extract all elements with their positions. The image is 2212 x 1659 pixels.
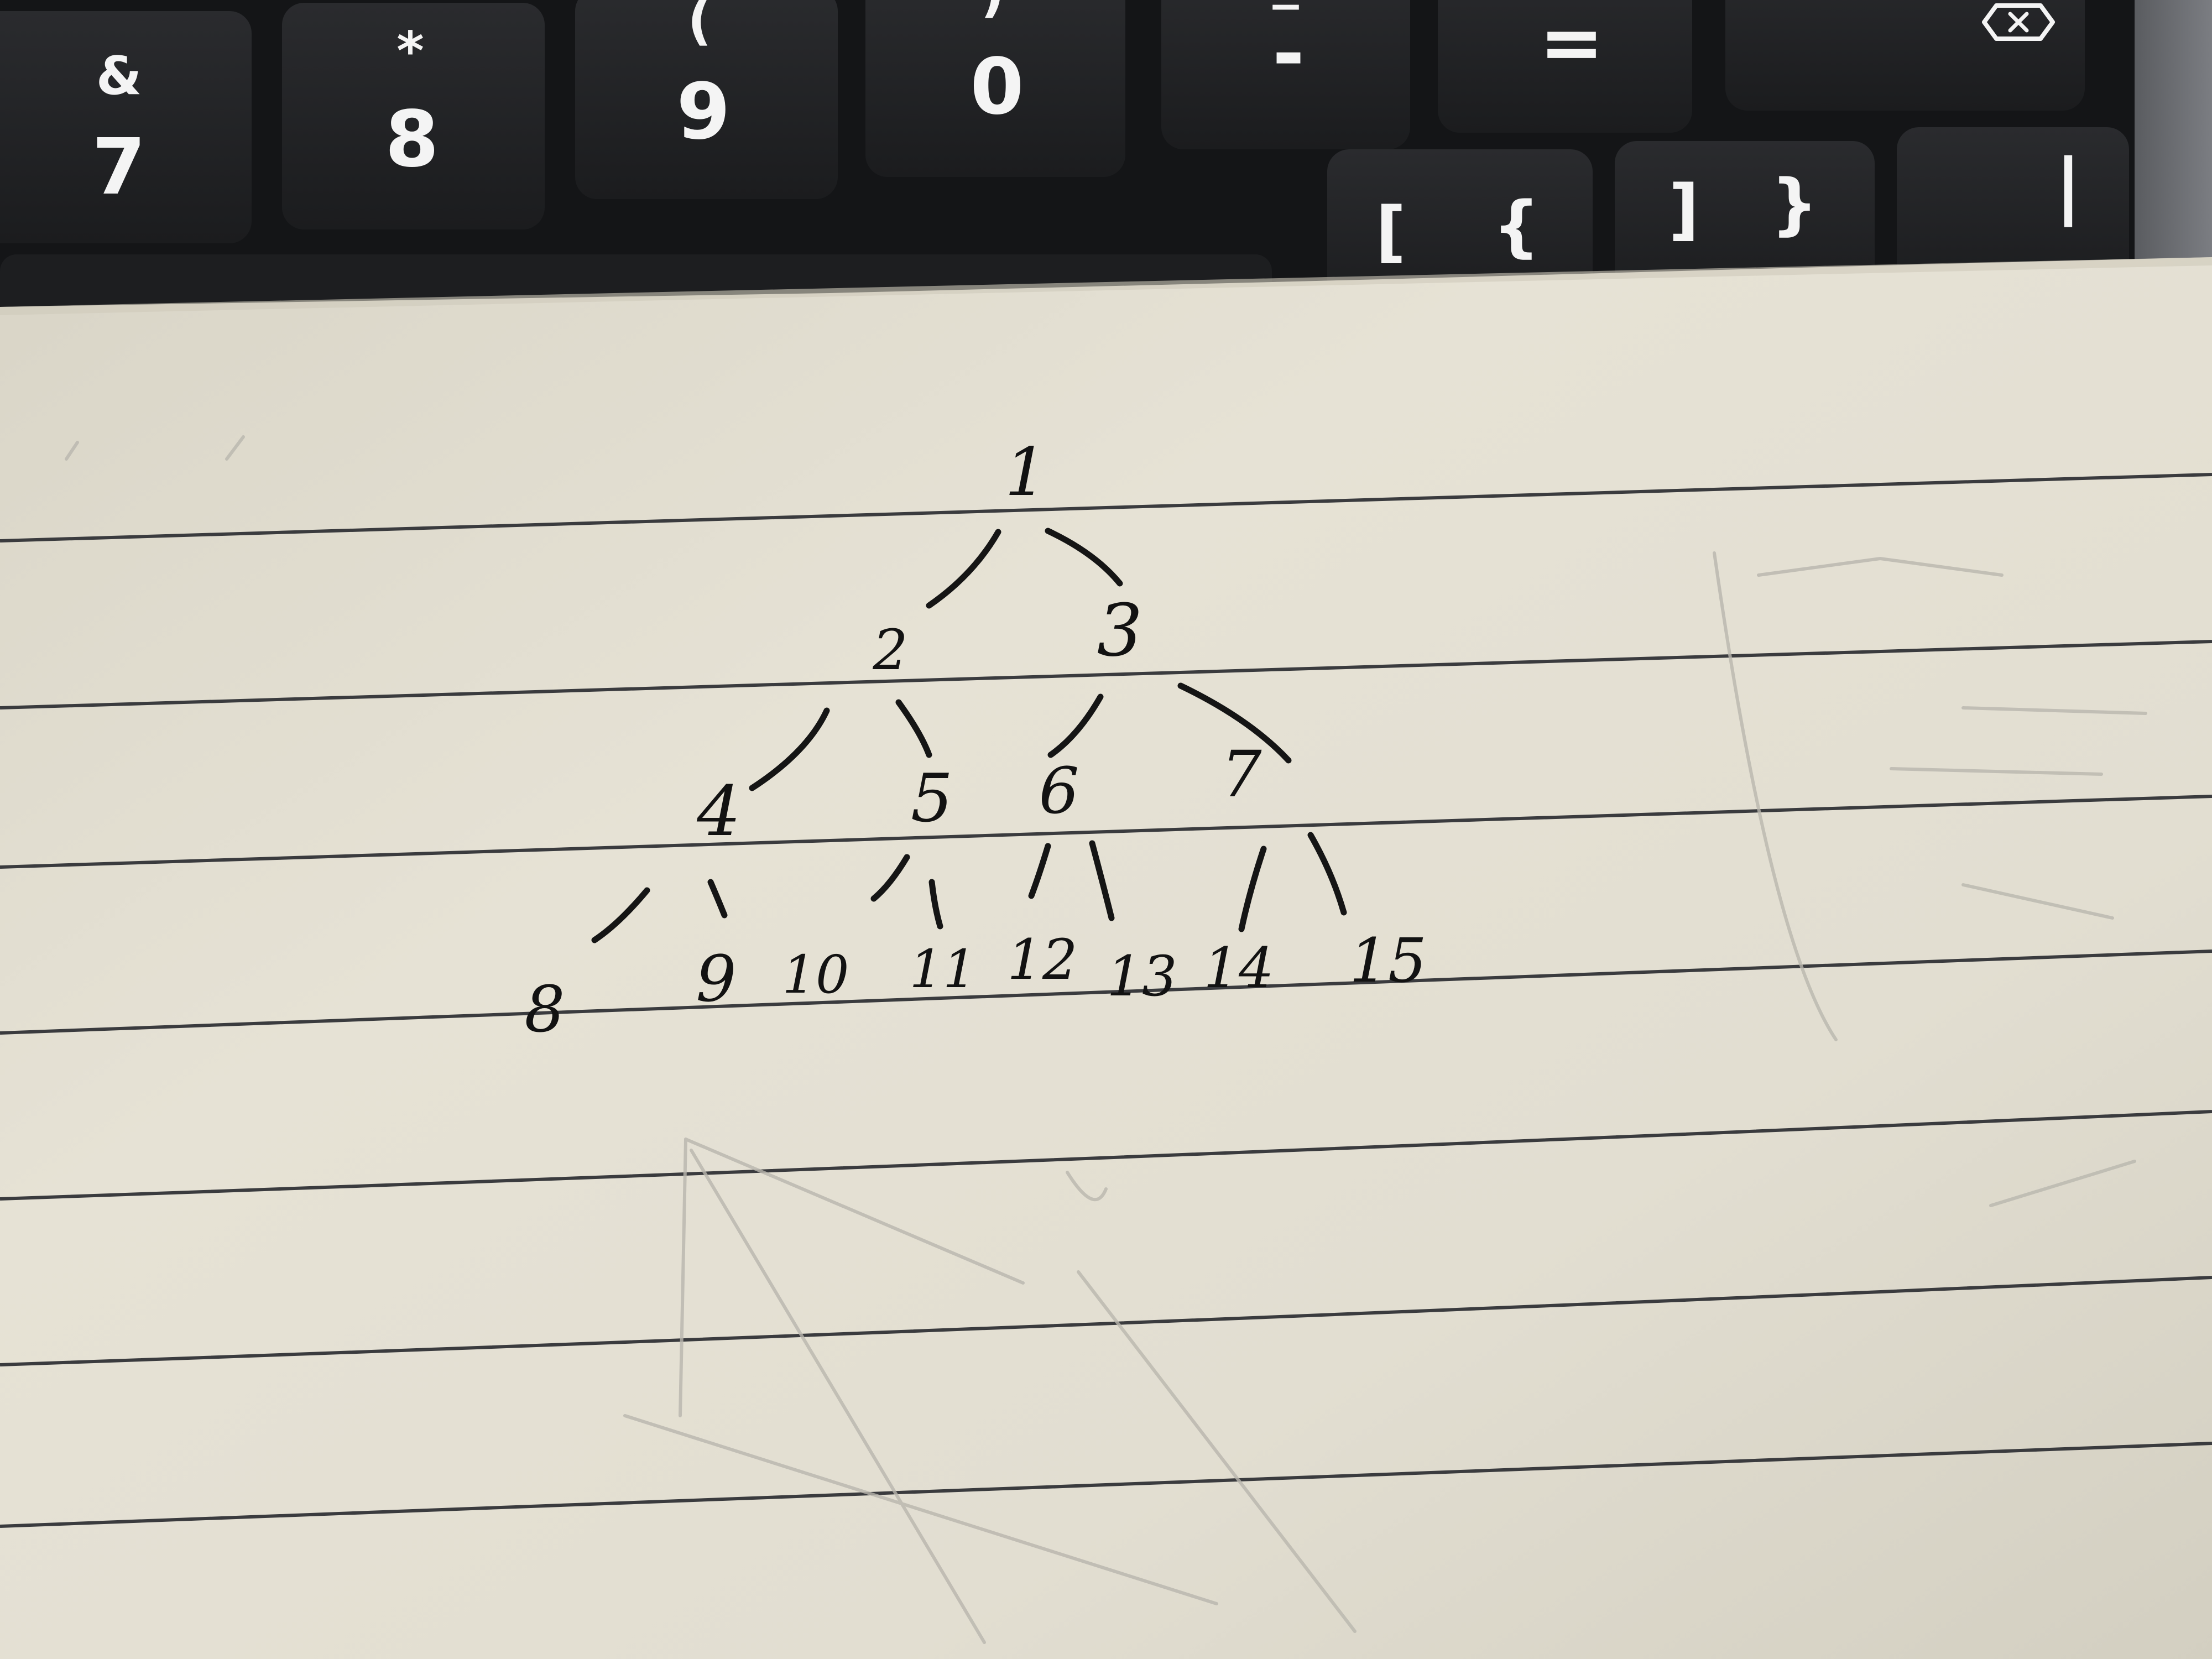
svg-text:]: ] — [1669, 171, 1699, 248]
edge-4-9 — [707, 879, 728, 919]
tree-node-1: 1 — [1005, 434, 1047, 511]
tree-node-6: 6 — [1039, 754, 1079, 828]
edge-2-4 — [749, 707, 830, 791]
ruled-lines — [0, 473, 2212, 1528]
tree-node-14: 14 — [1203, 936, 1274, 1000]
edge-3-6 — [1047, 693, 1104, 758]
tree-node-5: 5 — [911, 760, 953, 837]
svg-text:7: 7 — [92, 122, 145, 212]
edge-1-3 — [1045, 528, 1123, 587]
tree-node-12: 12 — [1007, 927, 1077, 992]
svg-text:-: - — [1272, 9, 1305, 99]
svg-text:=: = — [1539, 0, 1604, 88]
svg-text:[: [ — [1376, 194, 1406, 270]
edge-4-8 — [591, 887, 650, 943]
svg-text:*: * — [397, 21, 424, 82]
tree-nodes: 1 2 3 4 5 6 7 8 9 10 11 12 13 14 15 — [524, 434, 1427, 1047]
tree-edges — [591, 528, 1347, 943]
edge-6-13 — [1089, 840, 1115, 921]
key-pipe[interactable]: | — [1897, 127, 2129, 299]
key-0[interactable]: ) 0 — [865, 0, 1125, 177]
tree-node-2: 2 — [872, 618, 908, 682]
edge-2-5 — [895, 699, 932, 758]
key-equals[interactable]: + = — [1438, 0, 1692, 133]
keyboard: & 7 * 8 ( 9 ) 0 _ - — [0, 0, 2212, 332]
key-8[interactable]: * 8 — [282, 3, 545, 229]
tree-node-11: 11 — [910, 939, 977, 1000]
edge-3-7 — [1177, 682, 1292, 764]
svg-text:0: 0 — [970, 42, 1024, 132]
edge-5-11 — [928, 879, 943, 930]
key-delete[interactable] — [1725, 0, 2085, 111]
ghost-pencil-marks — [65, 435, 2147, 1644]
tree-node-13: 13 — [1107, 944, 1177, 1009]
svg-text:9: 9 — [676, 67, 730, 157]
tree-diagram: 1 2 3 4 5 6 7 8 9 10 11 12 13 14 15 — [524, 434, 1427, 1047]
key-minus[interactable]: _ - — [1161, 0, 1410, 149]
tree-node-15: 15 — [1349, 925, 1427, 996]
svg-text:{: { — [1493, 188, 1540, 265]
tree-node-8: 8 — [524, 973, 565, 1047]
edge-7-15 — [1307, 832, 1347, 916]
notebook-page: 1 2 3 4 5 6 7 8 9 10 11 12 13 14 15 — [0, 257, 2212, 1659]
key-9[interactable]: ( 9 — [575, 0, 838, 199]
key-7[interactable]: & 7 — [0, 11, 252, 243]
key-right-bracket[interactable]: } ] — [1615, 141, 1875, 307]
number-key-row: & 7 * 8 ( 9 ) 0 _ - — [0, 0, 2085, 243]
backspace-icon — [1982, 3, 2055, 41]
tree-node-3: 3 — [1097, 588, 1143, 672]
tree-node-10: 10 — [782, 945, 849, 1005]
edge-1-2 — [926, 529, 1001, 609]
edge-5-10 — [870, 854, 910, 902]
svg-text:): ) — [980, 0, 1004, 24]
svg-text:&: & — [96, 46, 142, 107]
svg-text:_: _ — [1272, 0, 1299, 10]
tree-node-9: 9 — [696, 942, 736, 1016]
edge-6-12 — [1028, 843, 1051, 899]
svg-text:}: } — [1771, 166, 1818, 243]
svg-text:|: | — [2055, 143, 2081, 227]
tree-node-4: 4 — [696, 771, 741, 852]
svg-text:8: 8 — [385, 95, 439, 185]
svg-text:(: ( — [687, 0, 711, 51]
svg-text:+: + — [1546, 0, 1590, 2]
edge-7-14 — [1238, 846, 1267, 932]
tree-node-7: 7 — [1221, 738, 1261, 812]
